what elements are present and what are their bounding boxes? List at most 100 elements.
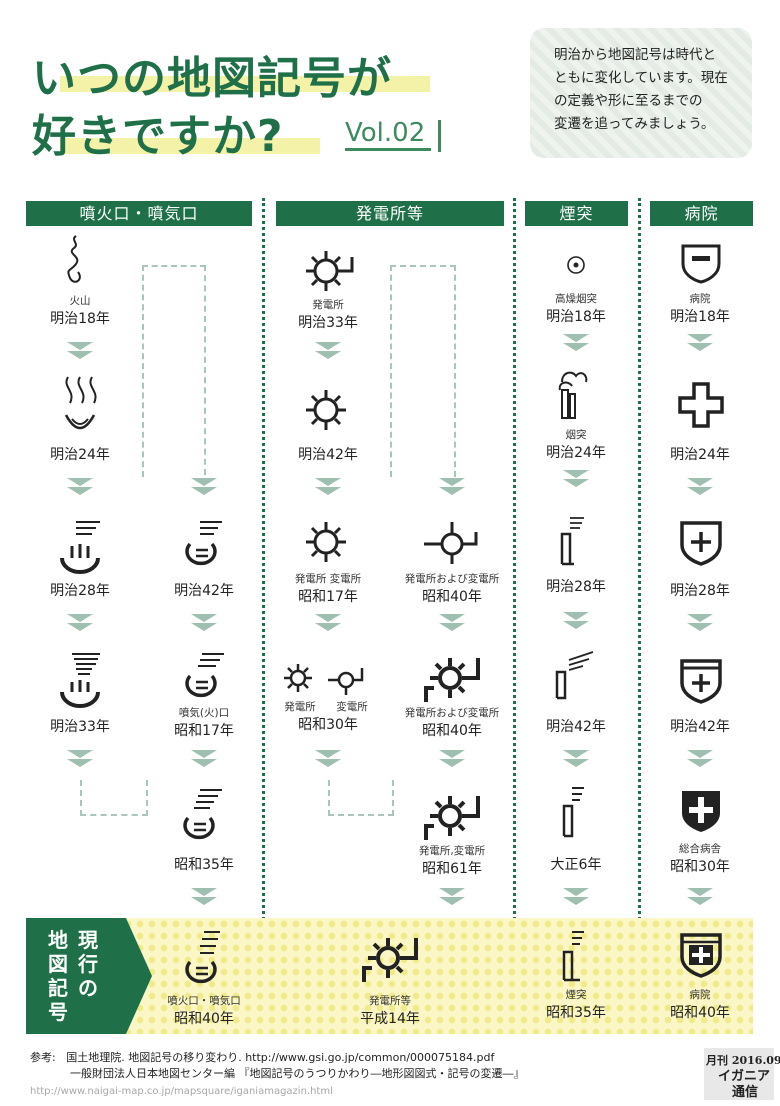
tag-arrow-tip [126, 918, 152, 1034]
year: 明治33年 [50, 719, 110, 735]
label: 発電所 [284, 701, 316, 713]
year: 明治18年 [670, 309, 730, 325]
tag-col2: 地図記号 [46, 928, 70, 1024]
down-arrow [191, 478, 217, 496]
label: 病院 [689, 989, 711, 1001]
badge-line1: 月刊 2016.09 [706, 1054, 780, 1067]
intro-box: 明治から地図記号は時代と ともに変化しています。現在 の定義や形に至るまでの 変… [530, 28, 752, 158]
label: 総合病舎 [679, 843, 721, 855]
chimney-m18-icon [567, 256, 585, 274]
down-arrow [439, 888, 465, 906]
label: 高燥烟突 [555, 293, 597, 305]
year: 明治18年 [546, 309, 606, 325]
down-arrow [687, 888, 713, 906]
intro-line: ともに変化しています。現在 [554, 70, 728, 86]
year: 昭和35年 [174, 857, 234, 873]
down-arrow [191, 614, 217, 632]
down-arrow [67, 750, 93, 768]
down-arrow [67, 614, 93, 632]
chimney-m42: 明治42年 [516, 718, 636, 736]
year: 明治42年 [546, 719, 606, 735]
label: 烟突 [565, 429, 587, 441]
label: 病院 [689, 293, 711, 305]
year: 明治18年 [50, 311, 110, 327]
year: 明治24年 [670, 447, 730, 463]
dashed-connector [328, 780, 394, 816]
down-arrow [315, 750, 341, 768]
down-arrow [67, 478, 93, 496]
hospital-m24: 明治24年 [640, 446, 760, 464]
volcano-s35: 昭和35年 [144, 856, 264, 874]
dashed-connector [204, 265, 206, 475]
dashed-connector [80, 780, 148, 816]
power-s40b-icon [424, 658, 480, 702]
hospital-m42: 明治42年 [640, 718, 760, 736]
chimney-m42-icon [555, 651, 594, 700]
label: 噴気(火)口 [178, 707, 230, 719]
references: 参考: 国土地理院. 地図記号の移り変わり. http://www.gsi.go… [30, 1050, 525, 1082]
volcano-m42: 明治42年 [144, 582, 264, 600]
power-s30-plant-icon [284, 664, 312, 692]
power-m33-icon [306, 251, 354, 291]
volcano-m28: 明治28年 [20, 582, 140, 600]
down-arrow [191, 750, 217, 768]
hospital-m28: 明治28年 [640, 582, 760, 600]
year: 平成14年 [360, 1011, 420, 1027]
down-arrow [563, 750, 589, 768]
down-arrow [687, 614, 713, 632]
down-arrow [315, 614, 341, 632]
intro-line: 明治から地図記号は時代と [554, 47, 716, 63]
power-current-icon [362, 938, 418, 982]
down-arrow [563, 612, 589, 630]
chimney-t6-icon [562, 787, 584, 838]
ref-text: 一般財団法人日本地図センター編 『地図記号のうつりかわり―地形図図式・記号の変遷… [70, 1067, 525, 1080]
badge-line2: イガニア [718, 1069, 771, 1084]
page-title-line1: いつの地図記号が [32, 53, 392, 104]
down-arrow [687, 750, 713, 768]
header-power: 発電所等 [276, 201, 504, 226]
year: 明治42年 [670, 719, 730, 735]
year: 明治24年 [546, 445, 606, 461]
tag-col1: 現行の [76, 928, 100, 1000]
label: 発電所 [312, 299, 344, 311]
year: 昭和17年 [298, 589, 358, 605]
header-hospital: 病院 [650, 201, 753, 226]
ref-text: 国土地理院. 地図記号の移り変わり. http://www.gsi.go.jp/… [66, 1051, 495, 1064]
power-s30-label1: 発電所 [240, 698, 360, 716]
label: 発電所および変電所 [404, 573, 500, 585]
hospital-current-icon [680, 933, 722, 978]
label: 発電所,変電所 [418, 845, 486, 857]
intro-line: 変遷を追ってみましょう。 [554, 116, 715, 132]
badge-line3: 通信 [732, 1085, 759, 1100]
hospital-m24-icon [678, 382, 724, 428]
source-url[interactable]: http://www.naigai-map.co.jp/mapsquare/ig… [30, 1086, 333, 1097]
header-volcano: 噴火口・噴気口 [26, 201, 252, 226]
chimney-current-icon [562, 931, 584, 982]
chimney-m24-icon [558, 371, 588, 419]
label: 火山 [69, 295, 91, 307]
year: 明治28年 [670, 583, 730, 599]
hospital-current: 病院昭和40年 [640, 986, 760, 1022]
year: 明治42年 [298, 447, 358, 463]
power-m33: 発電所明治33年 [268, 296, 388, 332]
year: 明治33年 [298, 315, 358, 331]
ref-line2: 一般財団法人日本地図センター編 『地図記号のうつりかわり―地形図図式・記号の変遷… [30, 1066, 525, 1082]
volcano-current-icon [185, 931, 220, 984]
year: 大正6年 [550, 857, 602, 873]
header-chimney: 煙突 [525, 201, 628, 226]
power-s30-label2: 変電所 [292, 698, 412, 716]
down-arrow [563, 888, 589, 906]
ref-line1: 参考: 国土地理院. 地図記号の移り変わり. http://www.gsi.go… [30, 1050, 525, 1066]
label: 噴火口・噴気口 [167, 995, 241, 1007]
volcano-s17: 噴気(火)口 昭和17年 [144, 704, 264, 740]
year: 昭和40年 [670, 1005, 730, 1021]
chimney-m28-icon [560, 517, 584, 566]
chimney-m28: 明治28年 [516, 578, 636, 596]
year: 明治42年 [174, 583, 234, 599]
volcano-s17-icon [185, 653, 224, 698]
power-m42: 明治42年 [268, 446, 388, 464]
down-arrow [563, 334, 589, 352]
power-s40a: 発電所および変電所 昭和40年 [392, 570, 512, 606]
volume-label: Vol.02 [345, 118, 432, 151]
year: 明治24年 [50, 447, 110, 463]
